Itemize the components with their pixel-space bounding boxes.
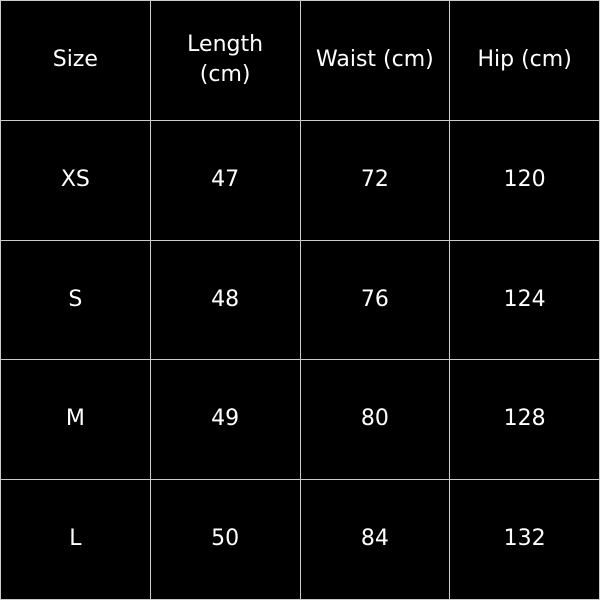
table-cell: 84 [299, 479, 450, 599]
table-cell: 72 [299, 119, 450, 240]
table-cell: 76 [299, 239, 450, 360]
table-cell: 48 [149, 239, 300, 360]
table-cell: L [0, 479, 150, 599]
measurement: 76 [360, 286, 389, 312]
table-cell: 50 [149, 479, 300, 599]
header-text: Length (cm) [187, 31, 264, 88]
table-cell: Size [0, 0, 150, 120]
table-cell: S [0, 239, 150, 360]
table-cell: Waist (cm) [299, 0, 450, 120]
header-text: Hip (cm) [477, 47, 572, 72]
table-cell: 132 [449, 479, 599, 599]
header-text: Waist (cm) [316, 47, 434, 72]
table-cell: 128 [449, 359, 599, 480]
table-cell: 80 [299, 359, 450, 480]
table-cell: M [0, 359, 150, 480]
size-label: XS [60, 166, 90, 192]
table-cell: 124 [449, 239, 599, 360]
measurement: 128 [503, 406, 546, 432]
measurement: 72 [360, 166, 389, 192]
measurement: 47 [211, 166, 240, 192]
table-cell: 47 [149, 119, 300, 240]
measurement: 132 [503, 526, 546, 552]
measurement: 84 [360, 526, 389, 552]
size-label: M [65, 406, 85, 432]
table-cell: Length (cm) [149, 0, 300, 120]
measurement: 80 [360, 406, 389, 432]
table-cell: Hip (cm) [449, 0, 599, 120]
measurement: 48 [211, 286, 240, 312]
size-label: S [68, 286, 83, 312]
table-cell: XS [0, 119, 150, 240]
measurement: 50 [211, 526, 240, 552]
measurement: 49 [211, 406, 240, 432]
table-cell: 49 [149, 359, 300, 480]
header-text: Size [52, 47, 98, 72]
size-label: L [69, 526, 82, 552]
table-cell: 120 [449, 119, 599, 240]
measurement: 120 [503, 166, 546, 192]
measurement: 124 [503, 286, 546, 312]
